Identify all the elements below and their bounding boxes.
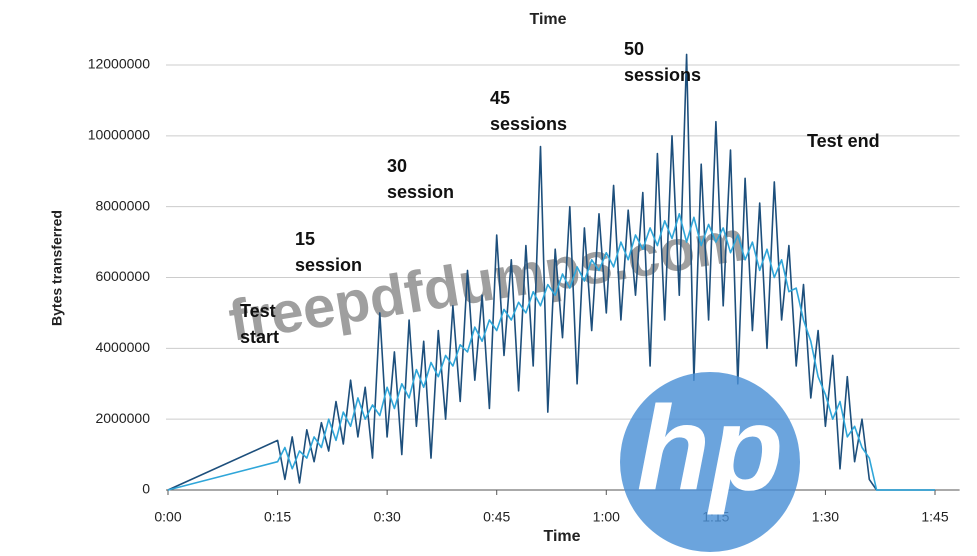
x-tick-label: 0:30 [374, 509, 401, 525]
annotation: sessions [624, 65, 701, 85]
y-tick-label: 8000000 [95, 197, 150, 213]
logo-circle [620, 372, 800, 552]
annotation: session [295, 255, 362, 275]
y-tick-label: 4000000 [95, 339, 150, 355]
x-tick-label: 1:30 [812, 509, 839, 525]
annotation: 15 [295, 229, 315, 249]
y-tick-label: 12000000 [88, 56, 151, 72]
logo: hp [637, 382, 784, 516]
y-tick-label: 6000000 [95, 268, 150, 284]
annotation: Test [240, 301, 276, 321]
x-tick-label: 0:45 [483, 509, 510, 525]
x-tick-label: 1:00 [593, 509, 620, 525]
annotation: session [387, 182, 454, 202]
annotation: 50 [624, 39, 644, 59]
annotation: Test end [807, 131, 880, 151]
annotation: 45 [490, 88, 510, 108]
annotation: start [240, 327, 279, 347]
data-line [167, 213, 935, 491]
y-tick-label: 2000000 [95, 410, 150, 426]
y-tick-label: 0 [142, 481, 150, 497]
annotation: 30 [387, 156, 407, 176]
x-tick-label: 1:45 [921, 509, 948, 525]
x-tick-label: 0:00 [154, 509, 181, 525]
x-tick-label: 0:15 [264, 509, 291, 525]
data-line [167, 53, 935, 491]
y-axis-label: Bytes transferred [49, 210, 65, 326]
y-tick-label: 10000000 [88, 127, 151, 143]
x-axis-label: Time [543, 528, 580, 545]
annotation: sessions [490, 114, 567, 134]
chart-title: Time [529, 11, 566, 28]
